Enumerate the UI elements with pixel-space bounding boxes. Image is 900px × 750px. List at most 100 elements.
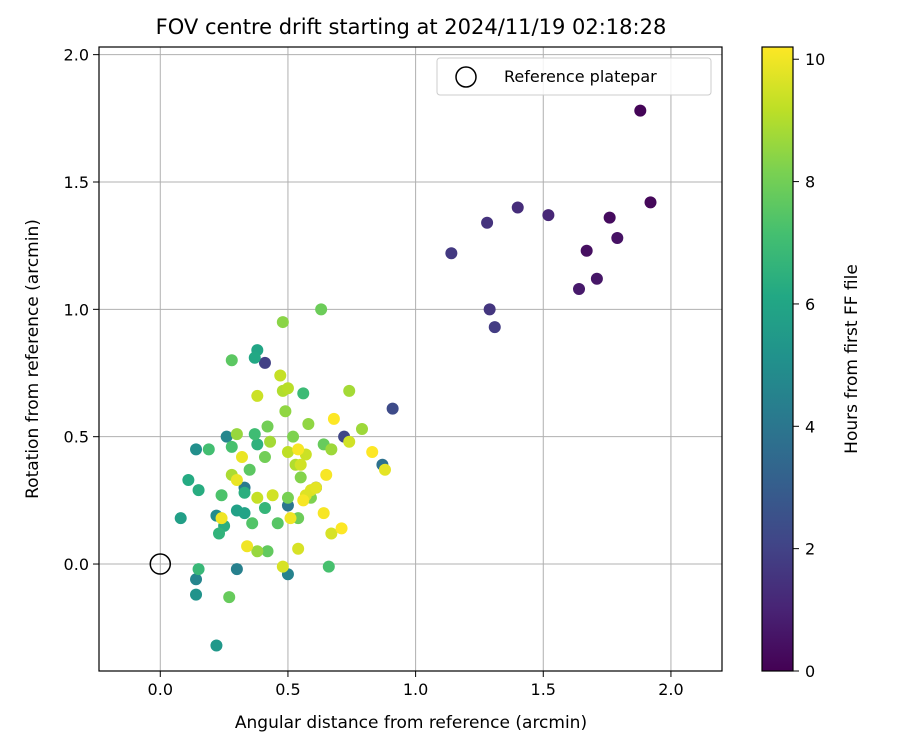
data-point [264,435,277,448]
data-point [386,402,399,415]
y-tick-label: 2.0 [64,46,89,65]
colorbar-tick-label: 8 [805,173,815,192]
data-point [192,484,205,497]
data-point [251,491,264,504]
data-point [225,440,238,453]
y-axis-ticks: 0.0 0.5 1.0 1.5 2.0 [64,46,99,574]
data-point [297,387,310,400]
reference-platepar-marker [149,553,172,575]
data-point [325,443,338,456]
y-tick-label: 1.5 [64,173,89,192]
data-point [215,512,228,525]
data-point [317,507,330,520]
data-point [580,244,593,257]
x-axis-title: Angular distance from reference (arcmin) [235,713,587,733]
legend: Reference platepar [436,57,712,96]
data-point [445,247,458,260]
data-point [248,351,261,364]
data-point [251,438,264,451]
data-point [274,369,287,382]
data-point [310,481,323,494]
data-point [281,445,294,458]
data-point [511,201,524,214]
data-point [230,473,243,486]
colorbar-tick-label: 6 [805,295,815,314]
data-point [355,423,368,436]
data-point [210,639,223,652]
data-point [225,354,238,367]
data-point [213,527,226,540]
data-point [343,435,356,448]
x-tick-label: 0.5 [275,680,300,699]
data-point [276,316,289,329]
legend-label: Reference platepar [504,67,657,86]
data-point [174,512,187,525]
legend-reference-marker [455,66,477,88]
data-point [284,512,297,525]
data-point [182,473,195,486]
data-point [258,501,271,514]
data-point [488,321,501,334]
plot-frame [98,46,723,672]
chart-title: FOV centre drift starting at 2024/11/19 … [156,15,667,39]
data-point [483,303,496,316]
grid-lines [99,47,722,671]
data-point [634,104,647,117]
data-point [230,563,243,576]
data-point [251,389,264,402]
x-tick-label: 2.0 [658,680,683,699]
data-point [235,451,248,464]
data-point [644,196,657,209]
data-point [481,216,494,229]
y-tick-label: 0.0 [64,555,89,574]
data-point [258,356,271,369]
data-point [297,494,310,507]
data-point [292,542,305,555]
data-point [335,522,348,535]
data-point [611,232,624,245]
data-point [294,458,307,471]
data-point [241,540,254,553]
x-axis-ticks: 0.0 0.5 1.0 1.5 2.0 [148,671,684,699]
data-points [174,104,657,652]
data-point [223,591,236,604]
data-point [271,517,284,530]
data-point [322,560,335,573]
data-point [603,211,616,224]
data-point [302,417,315,430]
data-point [276,560,289,573]
data-point [258,451,271,464]
x-tick-label: 1.5 [531,680,556,699]
data-point [190,588,203,601]
data-point [215,489,228,502]
data-point [281,491,294,504]
colorbar-ticks: 0 2 4 6 8 10 [793,50,825,681]
data-point [378,463,391,476]
data-point [590,272,603,285]
x-tick-label: 0.0 [148,680,173,699]
data-point [246,517,259,530]
data-point [292,443,305,456]
data-point [190,573,203,586]
data-point [366,445,379,458]
colorbar-gradient [761,46,794,672]
data-point [261,545,274,558]
y-axis-title: Rotation from reference (arcmin) [23,219,43,499]
data-point [315,303,328,316]
colorbar-tick-label: 2 [805,540,815,559]
data-point [190,443,203,456]
colorbar: 0 2 4 6 8 10 Hours from first FF file [761,46,862,681]
x-tick-label: 1.0 [403,680,428,699]
data-point [279,405,292,418]
data-point [248,428,261,441]
colorbar-tick-label: 0 [805,662,815,681]
colorbar-tick-label: 10 [805,50,825,69]
data-point [266,489,279,502]
data-point [573,282,586,295]
data-point [327,412,340,425]
data-point [238,507,251,520]
data-point [287,430,300,443]
data-point [343,384,356,397]
colorbar-label: Hours from first FF file [842,264,862,454]
